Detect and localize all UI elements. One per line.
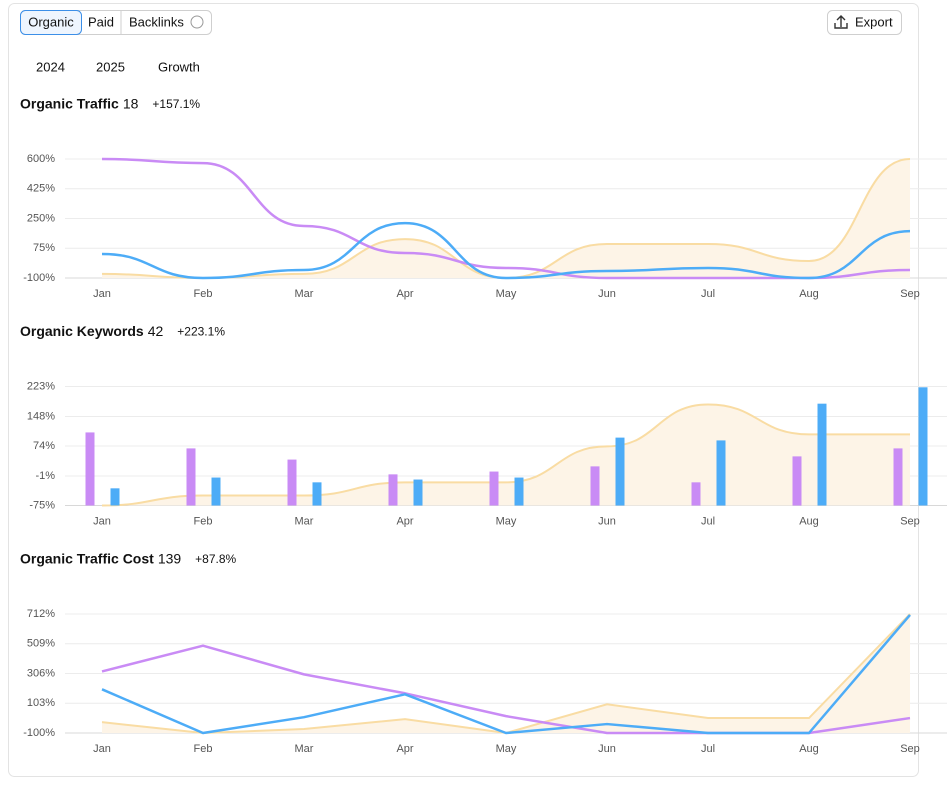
x-tick-label: Aug [799,743,819,755]
export-label[interactable]: Export [855,14,893,29]
chart-change: +87.8% [195,552,236,566]
y-tick-label: 425% [27,183,55,195]
bar [489,471,499,506]
bar [312,482,322,506]
x-tick-label: Apr [396,288,413,300]
chart-change: +157.1% [152,97,200,111]
x-tick-label: Jan [93,743,111,755]
bar [413,479,423,506]
x-tick-label: Mar [295,743,314,755]
bar [792,456,802,506]
growth-line [101,403,910,507]
x-tick-label: Jun [598,743,616,755]
tab[interactable]: Paid [88,14,114,29]
globe-icon [190,15,204,29]
tab[interactable]: Backlinks [129,14,184,29]
x-tick-label: Sep [900,288,920,300]
x-tick-label: Sep [900,743,920,755]
bar [918,387,928,506]
x-tick-label: Mar [295,515,314,527]
y-tick-label: 148% [27,410,55,422]
chart-total: 18 [123,96,139,112]
x-tick-label: Jun [598,288,616,300]
x-tick-label: Aug [799,515,819,527]
bar [388,474,398,506]
x-tick-label: Apr [396,743,413,755]
chart-total: 42 [148,323,164,339]
x-tick-label: Jan [93,288,111,300]
growth-area [102,404,910,506]
bar [716,440,726,506]
bar [691,482,701,506]
legend-entry[interactable]: 2024 [36,59,65,74]
y-tick-label: 509% [27,638,55,650]
x-tick-label: Feb [194,743,213,755]
bar [186,448,196,506]
chart-title: Organic Keywords [20,323,144,339]
bar [615,437,625,506]
y-tick-label: 250% [27,212,55,224]
x-tick-label: Aug [799,288,819,300]
legend-entry[interactable]: 2025 [96,59,125,74]
series-line [101,157,911,280]
x-tick-label: May [496,288,517,300]
x-tick-label: Jan [93,515,111,527]
x-tick-label: Feb [194,515,213,527]
x-tick-label: Jun [598,515,616,527]
growth-area [102,614,910,733]
chart-total: 139 [158,551,182,567]
bar [211,477,221,506]
legend-entry[interactable]: Growth [158,59,200,74]
y-tick-label: 74% [33,440,55,452]
x-tick-label: May [496,515,517,527]
x-tick-label: Jul [701,515,715,527]
bar [817,403,827,506]
series-line [101,614,911,735]
y-tick-label: 600% [27,153,55,165]
y-tick-label: 103% [27,697,55,709]
bar [110,488,120,506]
bar [893,448,903,506]
tab[interactable]: Organic [28,14,74,29]
y-tick-label: 712% [27,608,55,620]
y-tick-label: -100% [23,272,55,284]
chart-title: Organic Traffic [20,96,119,112]
x-tick-label: Sep [900,515,920,527]
y-tick-label: 306% [27,667,55,679]
x-tick-label: Mar [295,288,314,300]
chart-title: Organic Traffic Cost [20,551,154,567]
bar [85,432,95,506]
y-tick-label: -100% [23,727,55,739]
x-tick-label: Jul [701,743,715,755]
chart-change: +223.1% [177,325,225,339]
bar [514,477,524,506]
y-tick-label: -75% [29,499,55,511]
bar [590,466,600,506]
x-tick-label: Feb [194,288,213,300]
tab-selected[interactable] [20,10,82,35]
series-line [101,221,911,280]
x-tick-label: Apr [396,515,413,527]
y-tick-label: -1% [35,470,55,482]
y-tick-label: 223% [27,380,55,392]
growth-area [102,159,910,278]
x-tick-label: May [496,743,517,755]
x-tick-label: Jul [701,288,715,300]
y-tick-label: 75% [33,242,55,254]
bar [287,459,297,506]
export-icon [834,15,848,29]
